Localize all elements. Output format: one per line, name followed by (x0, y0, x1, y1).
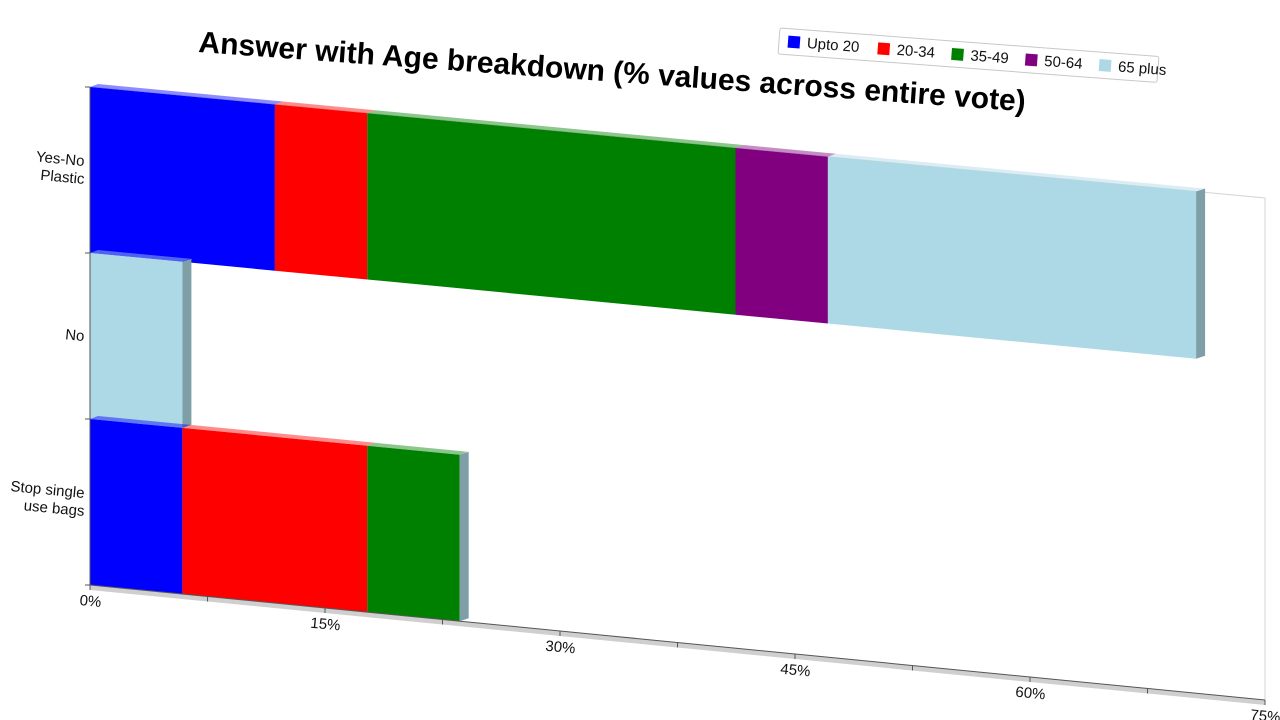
bar-20-34-3 (182, 427, 368, 613)
x-tick-label: 30% (545, 638, 576, 658)
category-label: Stop single (10, 478, 85, 502)
category-label: Plastic (40, 167, 86, 188)
x-tick-label: 60% (1015, 684, 1046, 704)
legend-label: 50-64 (1044, 53, 1084, 73)
legend-label: 65 plus (1117, 58, 1167, 79)
bar-top-face (827, 153, 1205, 192)
x-axis: 0% 15% 30% 45% 60% 75% (79, 584, 1280, 720)
category-label: Yes-No (35, 148, 85, 170)
bar-50-64-1 (735, 148, 828, 324)
bar-upto-20-1 (90, 87, 275, 271)
legend-swatch (787, 35, 801, 49)
legend-swatch (1098, 59, 1112, 72)
category-label: use bags (23, 497, 85, 520)
bar-end-face (182, 258, 192, 428)
legend-label: 35-49 (970, 47, 1010, 67)
category-label: No (65, 326, 86, 345)
bar-65-plus-2 (90, 253, 183, 428)
bar-top-face (735, 145, 836, 157)
bar-top-face (367, 442, 468, 455)
bars (90, 84, 1206, 622)
legend-box: Upto 20 20-34 35-49 50-64 65 plus (777, 27, 1167, 83)
bar-top-face (90, 416, 191, 428)
legend-label: Upto 20 (806, 35, 860, 56)
bar-top-face (90, 84, 283, 105)
legend-swatch (1024, 53, 1038, 67)
legend-frame (777, 27, 1160, 83)
legend-label: 20-34 (896, 42, 936, 62)
bar-top-face (90, 250, 191, 262)
bar-35-49-1 (367, 113, 736, 315)
bar-end-face (1196, 188, 1206, 359)
legend: Upto 20 20-34 35-49 50-64 65 plus (777, 27, 1167, 83)
bar-top-face (367, 110, 744, 148)
bar-top-face (182, 424, 376, 446)
x-tick-label: 0% (79, 592, 102, 611)
x-tick-label: 45% (780, 661, 811, 681)
bar-35-49-3 (367, 445, 460, 622)
x-tick-label: 15% (310, 615, 341, 635)
bar-65-plus-1 (827, 156, 1197, 359)
x-tick-label: 75% (1250, 707, 1280, 720)
bar-20-34-1 (274, 104, 368, 280)
plot-border (89, 86, 1266, 700)
bar-upto-20-3 (90, 419, 183, 594)
bar-top-face (274, 101, 376, 114)
legend-swatch (877, 42, 891, 56)
legend-swatch (951, 47, 964, 61)
bar-end-face (459, 451, 469, 622)
